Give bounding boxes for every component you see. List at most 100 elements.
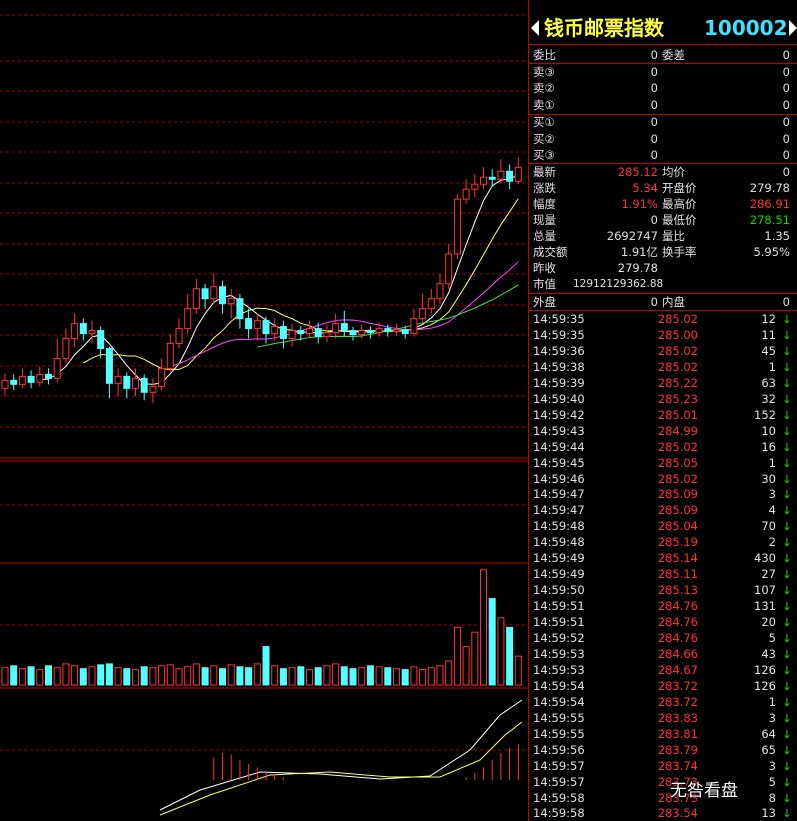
tick-volume: 107 [754, 583, 776, 598]
tick-volume: 63 [761, 375, 776, 390]
tick-volume: 3 [768, 710, 776, 725]
tick-time: 14:59:54 [533, 678, 585, 693]
separator [529, 114, 797, 115]
tick-price: 283.79 [657, 742, 698, 757]
candle-body [27, 375, 35, 383]
tick-direction: ↓ [782, 631, 792, 645]
candle-body [210, 286, 218, 300]
candle-body [340, 323, 348, 332]
candle-body [192, 288, 200, 310]
nav-arrow[interactable] [789, 20, 797, 36]
tick-time: 14:59:47 [533, 487, 585, 502]
nav-arrow[interactable] [531, 20, 539, 36]
label: 买② [533, 131, 555, 146]
separator [529, 44, 797, 45]
volume-bar [323, 665, 331, 686]
tick-volume: 131 [754, 599, 776, 614]
tick-price: 284.99 [657, 423, 698, 438]
candle-body [166, 343, 174, 369]
tick-time: 14:59:55 [533, 726, 585, 741]
candle-body [279, 326, 287, 340]
candle-body [384, 328, 392, 333]
tick-time: 14:59:58 [533, 806, 585, 821]
tick-price: 285.04 [657, 519, 698, 534]
volume-bar [253, 663, 261, 686]
volume-bar [114, 667, 122, 686]
tick-price: 285.22 [657, 375, 698, 390]
label: 卖③ [533, 65, 555, 79]
tick-price: 284.66 [657, 646, 698, 661]
volume-bar [358, 667, 366, 686]
arrow-shape [531, 20, 539, 36]
tick-time: 14:59:51 [533, 615, 585, 630]
tick-time: 14:59:36 [533, 343, 585, 358]
tick-volume: 11 [761, 327, 776, 342]
volume-bar [123, 668, 131, 686]
candle-body [358, 330, 366, 336]
separator [529, 63, 797, 64]
tick-time: 14:59:35 [533, 327, 585, 342]
candle-body [314, 328, 322, 338]
value: 0 [650, 295, 658, 309]
candle-body [366, 330, 374, 334]
candle-body [175, 328, 183, 345]
volume-bar [462, 646, 470, 686]
tick-price: 285.02 [657, 312, 698, 326]
candle-body [97, 330, 105, 349]
candle-body [18, 375, 26, 385]
tick-direction: ↓ [782, 391, 792, 406]
candle-body [79, 323, 87, 335]
tick-price: 283.83 [657, 710, 698, 725]
tick-price: 283.72 [657, 678, 698, 693]
separator [529, 163, 797, 164]
tick-volume: 4 [768, 503, 776, 518]
tick-time: 14:59:51 [533, 599, 585, 614]
label: 昨收 [533, 261, 556, 275]
volume-bar [1, 667, 9, 686]
volume-bar [36, 669, 44, 686]
tick-price: 283.73 [657, 790, 698, 805]
candle-body [306, 328, 313, 335]
value: 2692747 [606, 229, 658, 243]
tick-price: 284.67 [657, 662, 698, 677]
candle-body [288, 330, 296, 340]
volume-bar [140, 666, 148, 686]
volume-bar [366, 665, 374, 686]
tick-time: 14:59:53 [533, 646, 585, 661]
tick-time: 14:59:43 [533, 423, 585, 438]
tick-time: 14:59:46 [533, 471, 585, 486]
volume-bar [45, 665, 52, 686]
candle-body [201, 288, 209, 300]
candle-body [497, 170, 505, 180]
tick-time: 14:59:58 [533, 790, 585, 805]
watermark: 无咎看盘 [670, 781, 738, 801]
volume-bar [506, 626, 514, 686]
tick-direction: ↓ [782, 551, 792, 566]
tick-volume: 3 [768, 758, 776, 773]
volume-bar [288, 667, 296, 686]
tick-volume: 1 [768, 694, 776, 709]
tick-volume: 70 [761, 519, 776, 534]
candle-body [1, 379, 9, 389]
label: 委差 [662, 48, 685, 62]
candle-body [245, 318, 253, 330]
label: 市值 [533, 277, 556, 291]
tick-price: 285.01 [657, 407, 698, 422]
tick-time: 14:59:39 [533, 375, 585, 390]
tick-volume: 64 [761, 726, 776, 741]
tick-direction: ↓ [782, 710, 792, 725]
tick-time: 14:59:48 [533, 519, 585, 534]
volume-bar [514, 655, 522, 686]
tick-time: 14:59:42 [533, 407, 585, 422]
tick-time: 14:59:57 [533, 774, 585, 789]
volume-bar [27, 666, 35, 686]
candle-body [453, 198, 461, 255]
candle-body [236, 298, 244, 320]
tick-volume: 10 [761, 423, 776, 438]
volume-bar [97, 664, 105, 686]
tick-direction: ↓ [782, 678, 792, 693]
candle-body [140, 377, 148, 393]
tick-time: 14:59:45 [533, 455, 585, 470]
tick-time: 14:59:56 [533, 742, 585, 757]
